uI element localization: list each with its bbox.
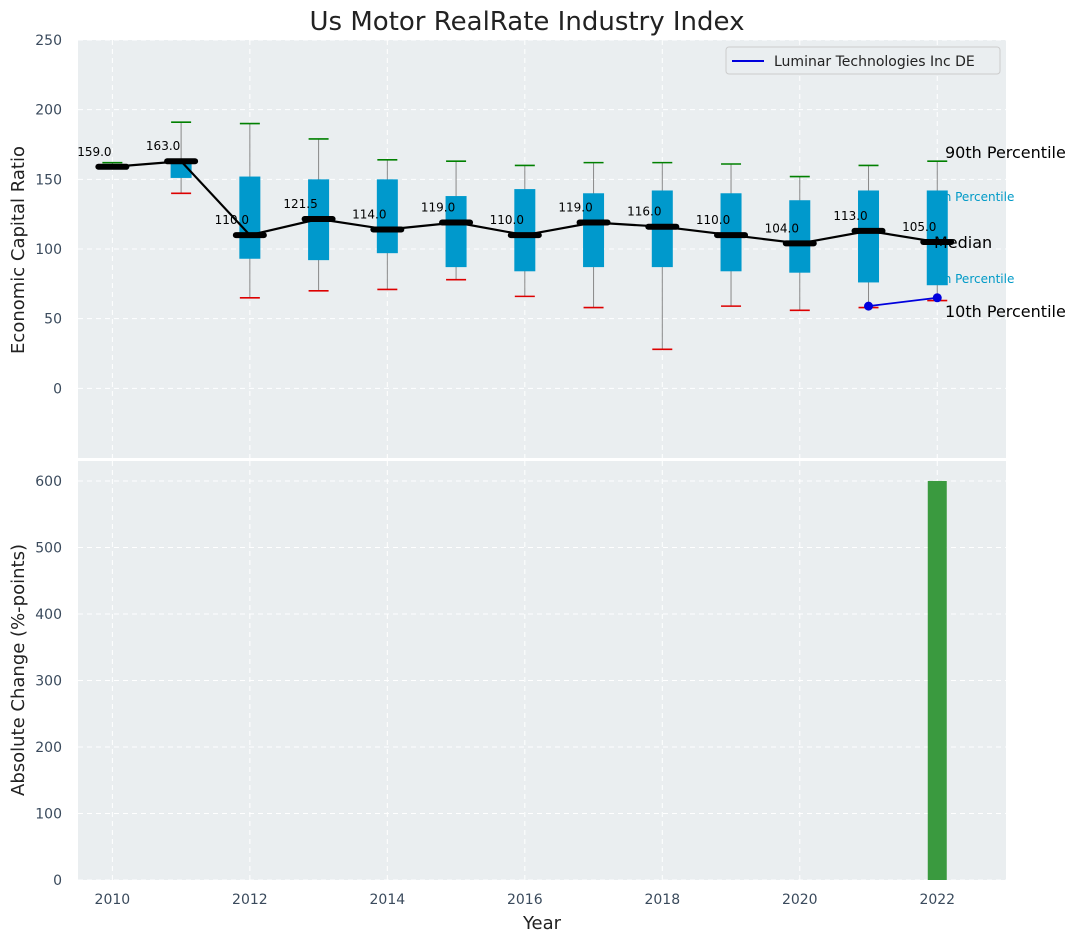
- bottom-panel-background: [78, 461, 1006, 880]
- box-iqr: [858, 190, 880, 283]
- label-10th-percentile: 10th Percentile: [945, 302, 1066, 321]
- median-trend-line: [112, 160, 938, 245]
- company-point: [932, 293, 942, 303]
- top-y-tick-label: 50: [44, 312, 62, 328]
- label-25th-percentile: th Percentile: [939, 272, 1014, 286]
- top-y-tick-label: 200: [35, 103, 62, 119]
- top-y-tick-label: 250: [35, 33, 62, 49]
- company-point: [864, 301, 874, 311]
- median-value-label: 110.0: [490, 213, 524, 227]
- bottom-y-axis-label: Absolute Change (%-points): [8, 544, 29, 796]
- median-value-label: 163.0: [146, 139, 180, 153]
- label-90th-percentile: 90th Percentile: [945, 143, 1066, 162]
- bottom-y-tick-label: 0: [53, 873, 62, 889]
- median-value-label: 116.0: [627, 205, 661, 219]
- legend-entry-company: Luminar Technologies Inc DE: [774, 54, 975, 70]
- box-iqr: [583, 193, 605, 268]
- median-value-label: 113.0: [833, 209, 867, 223]
- label-median: Median: [934, 233, 992, 252]
- x-tick-label: 2020: [782, 892, 818, 908]
- box-iqr: [376, 179, 398, 254]
- bar: [927, 480, 947, 880]
- median-value-label: 159.0: [77, 145, 111, 159]
- median-trend: [112, 160, 938, 245]
- box-iqr: [789, 200, 811, 273]
- box-plot-group: 159.0 163.0 110.0 121.5 114.0 119.0 110.0 119.0…: [77, 121, 955, 351]
- bottom-y-tick-label: 200: [35, 740, 62, 756]
- bottom-y-tick-label: 300: [35, 673, 62, 689]
- top-y-tick-label: 100: [35, 242, 62, 258]
- median-value-label: 121.5: [283, 197, 317, 211]
- box-iqr: [926, 190, 948, 286]
- x-tick-label: 2014: [370, 892, 406, 908]
- median-value-label: 110.0: [696, 213, 730, 227]
- box-iqr: [445, 196, 467, 268]
- top-y-axis-label: Economic Capital Ratio: [8, 146, 29, 354]
- median-value-label: 105.0: [902, 220, 936, 234]
- median-value-label: 119.0: [558, 201, 592, 215]
- box-iqr: [239, 176, 261, 259]
- bar-group: [927, 480, 947, 880]
- x-tick-label: 2012: [232, 892, 268, 908]
- bottom-y-tick-label: 600: [35, 474, 62, 490]
- bottom-y-tick-label: 400: [35, 607, 62, 623]
- company-line: [868, 296, 938, 308]
- x-tick-label: 2010: [95, 892, 131, 908]
- label-75th-percentile: th Percentile: [939, 190, 1014, 204]
- x-tick-label: 2018: [644, 892, 680, 908]
- x-tick-label: 2016: [507, 892, 543, 908]
- top-y-tick-label: 150: [35, 172, 62, 188]
- axis-ticks: 0 50 100 150 200 250 0 100 200 300 400 500 600 2010 20…: [35, 33, 955, 908]
- legend: Luminar Technologies Inc DE: [725, 46, 1001, 75]
- company-series: [864, 293, 942, 311]
- legend-box: [725, 46, 1001, 75]
- top-y-tick-label: 0: [53, 381, 62, 397]
- median-value-label: 119.0: [421, 201, 455, 215]
- chart-title: Us Motor RealRate Industry Index: [310, 7, 745, 37]
- median-value-label: 104.0: [765, 221, 799, 235]
- bottom-panel-grid: [78, 461, 1006, 881]
- bottom-y-tick-label: 500: [35, 540, 62, 556]
- median-value-label: 114.0: [352, 207, 386, 221]
- x-axis-label: Year: [522, 913, 562, 934]
- bottom-y-tick-label: 100: [35, 806, 62, 822]
- box-iqr: [514, 189, 536, 272]
- x-tick-label: 2022: [919, 892, 955, 908]
